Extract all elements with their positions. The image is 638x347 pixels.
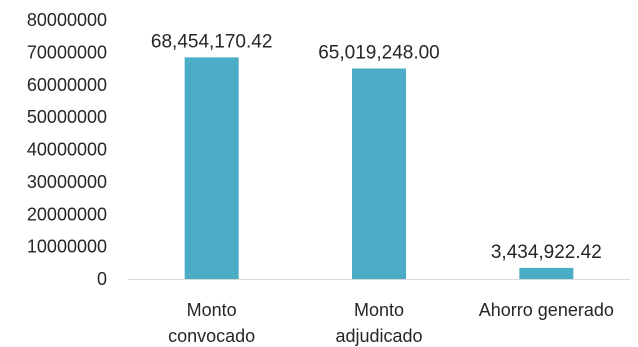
x-tick-label: Monto convocado bbox=[168, 300, 255, 346]
y-tick-label: 20000000 bbox=[27, 204, 107, 224]
y-axis-tick-labels: 0 10000000 20000000 30000000 40000000 5000000… bbox=[27, 10, 107, 289]
bars bbox=[184, 57, 574, 279]
bar bbox=[352, 68, 406, 279]
x-tick-label-line: Monto bbox=[354, 300, 404, 320]
x-tick-label: Ahorro generado bbox=[479, 300, 614, 320]
x-tick-label-line: Ahorro generado bbox=[479, 300, 614, 320]
data-label: 68,454,170.42 bbox=[151, 31, 273, 52]
bar bbox=[184, 57, 239, 279]
y-tick-label: 40000000 bbox=[27, 140, 107, 160]
data-label: 65,019,248.00 bbox=[318, 43, 440, 64]
y-tick-label: 10000000 bbox=[27, 237, 107, 257]
category-labels: Monto convocado Monto adjudicado Ahorro gene… bbox=[168, 300, 614, 346]
y-tick-label: 80000000 bbox=[27, 10, 107, 30]
y-tick-label: 0 bbox=[97, 269, 107, 289]
x-tick-label: Monto adjudicado bbox=[335, 300, 422, 346]
data-labels: 68,454,170.42 65,019,248.00 3,434,922.42 bbox=[151, 31, 602, 262]
x-tick-label-line: Monto bbox=[187, 300, 237, 320]
y-tick-label: 50000000 bbox=[27, 107, 107, 127]
y-tick-label: 70000000 bbox=[27, 42, 107, 62]
x-tick-label-line: adjudicado bbox=[335, 326, 422, 346]
y-tick-label: 30000000 bbox=[27, 172, 107, 192]
x-tick-label-line: convocado bbox=[168, 326, 255, 346]
data-label: 3,434,922.42 bbox=[491, 242, 602, 263]
bar bbox=[519, 267, 574, 279]
y-tick-label: 60000000 bbox=[27, 75, 107, 95]
